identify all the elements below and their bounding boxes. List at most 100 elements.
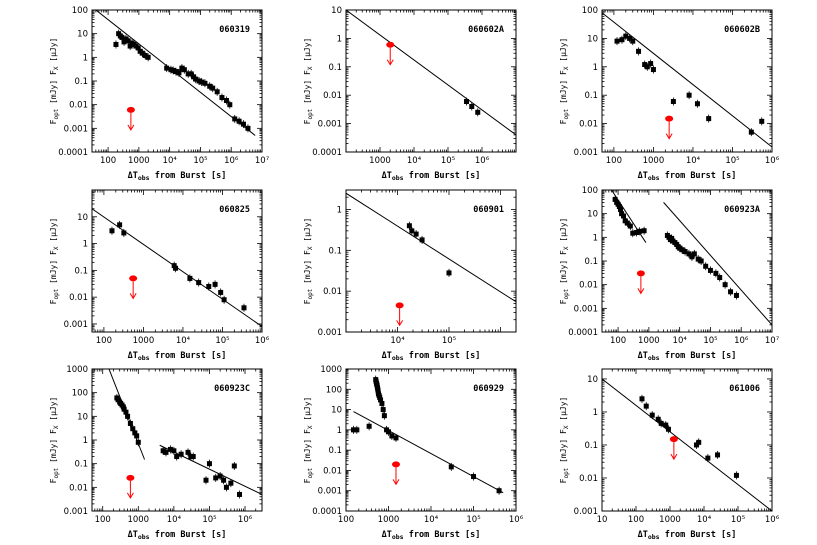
panel-060825: 100 1000 10⁴ 10⁵ 10⁶ 0.001 0.01 0.1 1 10 ΔTobs fro… — [49, 189, 270, 362]
powerlaw-fit-line — [610, 190, 647, 243]
data-point — [389, 433, 395, 439]
data-point — [117, 222, 123, 228]
optical-upper-limit — [129, 275, 138, 282]
data-point — [171, 448, 177, 454]
x-axis-label: ΔTobs from Burst [s] — [382, 171, 481, 182]
plot-content — [602, 12, 772, 148]
data-point — [658, 420, 664, 426]
plot-content — [602, 378, 772, 511]
data-point — [121, 406, 127, 412]
data-point — [642, 62, 648, 68]
x-axis-label-main: ΔT — [382, 171, 392, 181]
x-tick-label: 10⁶ — [255, 336, 270, 346]
optical-upper-limit — [126, 474, 135, 481]
x-axis-label: ΔTobs from Burst [s] — [128, 530, 227, 541]
x-axis-label-sub: obs — [648, 354, 660, 362]
data-point — [173, 69, 179, 75]
grb-name-label: 060923A — [724, 205, 760, 215]
data-point — [366, 423, 372, 429]
data-point — [354, 427, 360, 433]
data-point — [173, 265, 179, 271]
y-tick-label: 10 — [77, 213, 88, 223]
x-axis-label-main: ΔT — [638, 530, 648, 540]
plot-frame — [345, 189, 517, 333]
data-point — [176, 70, 182, 76]
y-tick-label: 10 — [587, 210, 598, 220]
y-axis-label-part: [mJy] F — [559, 250, 568, 289]
data-point — [240, 121, 246, 127]
y-axis-label-part: opt — [307, 108, 314, 119]
data-point — [636, 48, 642, 54]
y-tick-label: 1 — [337, 205, 342, 215]
y-axis-label-part: opt — [307, 288, 314, 299]
y-axis-label-part: [mJy] F — [49, 429, 58, 468]
y-axis-label-part: X — [563, 246, 570, 250]
x-axis-label-main: ΔT — [638, 171, 648, 181]
data-point — [228, 480, 234, 486]
grb-name-label: 060929 — [473, 384, 504, 394]
panel-060923A: 100 1000 10⁴ 10⁵ 10⁶ 10⁷ 0.0001 0.001 0.01 0.1 1 10… — [559, 186, 780, 362]
data-point — [650, 67, 656, 73]
x-tick-label: 1000 — [378, 515, 400, 525]
x-tick-label: 10⁴ — [686, 156, 701, 166]
y-tick-label: 0.1 — [328, 446, 342, 456]
x-tick-label: 1000 — [128, 156, 150, 166]
data-point — [241, 305, 247, 311]
data-point — [237, 491, 243, 497]
data-point — [160, 448, 166, 454]
x-tick-label: 10⁴ — [176, 336, 191, 346]
x-tick-label: 10⁶ — [509, 515, 524, 525]
x-tick-label: 10⁴ — [673, 336, 688, 346]
data-point — [185, 449, 191, 455]
data-point — [132, 430, 138, 436]
x-tick-label: 10⁵ — [441, 156, 455, 166]
y-tick-label: 1 — [337, 34, 342, 44]
y-tick-label: 1 — [83, 53, 88, 63]
data-point — [381, 413, 387, 419]
y-axis-label-part: opt — [307, 467, 314, 478]
optical-upper-limit — [386, 41, 395, 48]
data-point — [619, 37, 625, 43]
y-tick-label: 0.001 — [64, 320, 88, 330]
data-point — [694, 101, 700, 107]
data-point — [127, 420, 133, 426]
x-axis-label-rest: from Burst [s] — [150, 351, 227, 361]
y-axis-label-part: [μJy] — [559, 38, 568, 67]
y-tick-label: 10 — [77, 412, 88, 422]
data-point — [703, 263, 709, 269]
y-axis-label-part: opt — [53, 288, 60, 299]
data-point — [665, 426, 671, 432]
upper-limit-arrowhead — [670, 453, 678, 461]
data-point — [722, 282, 728, 288]
data-point — [178, 451, 184, 457]
y-tick-label: 0.001 — [318, 328, 342, 338]
y-axis-label-part: X — [307, 246, 314, 250]
x-tick-label: 10⁷ — [765, 336, 780, 346]
x-axis-label: ΔTobs from Burst [s] — [128, 351, 227, 362]
y-axis-label-part: [μJy] — [559, 218, 568, 247]
powerlaw-fit-line — [346, 10, 516, 136]
x-tick-label: 10⁶ — [224, 156, 239, 166]
panel-grid: 100 1000 10⁴ 10⁵ 10⁶ 10⁷0.00010.0010.010.1110… — [49, 6, 780, 541]
y-axis-label-part: [mJy] F — [303, 250, 312, 289]
data-point — [713, 270, 719, 276]
data-point — [121, 39, 127, 45]
y-axis-label: Fopt [mJy] FX [μJy] — [559, 218, 570, 305]
data-point — [196, 280, 202, 286]
x-axis-label-main: ΔT — [382, 530, 392, 540]
x-axis-label-main: ΔT — [128, 171, 138, 181]
data-point — [193, 76, 199, 82]
data-point — [121, 230, 127, 236]
y-tick-label: 0.01 — [323, 91, 342, 101]
upper-limit-arrowhead — [396, 320, 404, 327]
data-point — [624, 220, 630, 226]
y-axis-label-part: F — [559, 478, 568, 483]
data-point — [612, 196, 618, 202]
plot-frame — [601, 368, 773, 512]
x-tick-label: 10⁴ — [167, 515, 182, 525]
grb-name-label: 060602A — [468, 25, 504, 35]
y-tick-label: 10 — [587, 34, 598, 44]
y-axis-label-part: F — [303, 119, 312, 124]
x-tick-label: 1000 — [127, 515, 149, 525]
x-tick-label: 10⁵ — [442, 336, 456, 346]
